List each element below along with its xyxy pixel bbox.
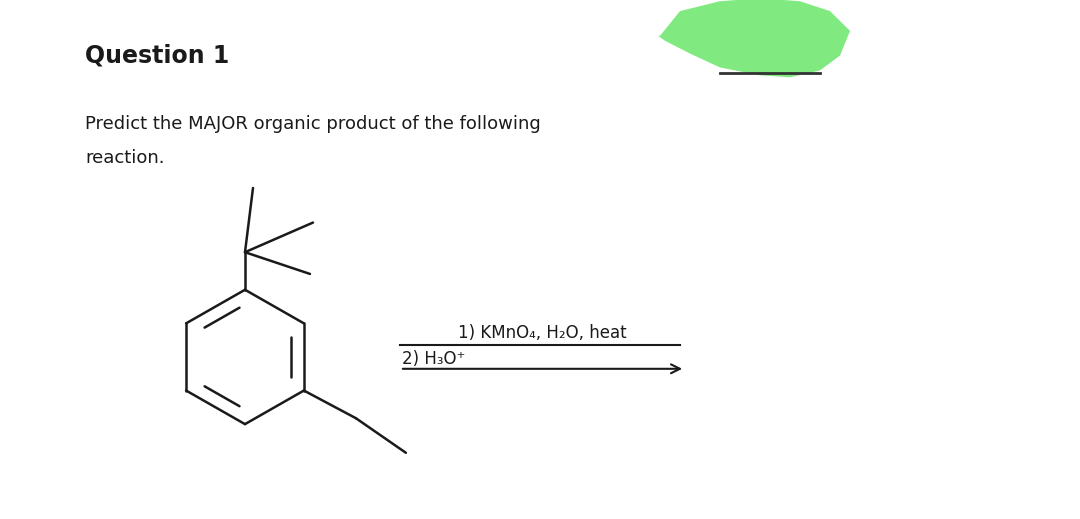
Text: reaction.: reaction. — [85, 149, 164, 168]
Text: Question 1: Question 1 — [85, 44, 229, 67]
Polygon shape — [658, 0, 850, 77]
Text: 1) KMnO₄, H₂O, heat: 1) KMnO₄, H₂O, heat — [458, 324, 626, 342]
Text: 2) H₃O⁺: 2) H₃O⁺ — [402, 350, 465, 368]
Text: Predict the MAJOR organic product of the following: Predict the MAJOR organic product of the… — [85, 115, 541, 133]
